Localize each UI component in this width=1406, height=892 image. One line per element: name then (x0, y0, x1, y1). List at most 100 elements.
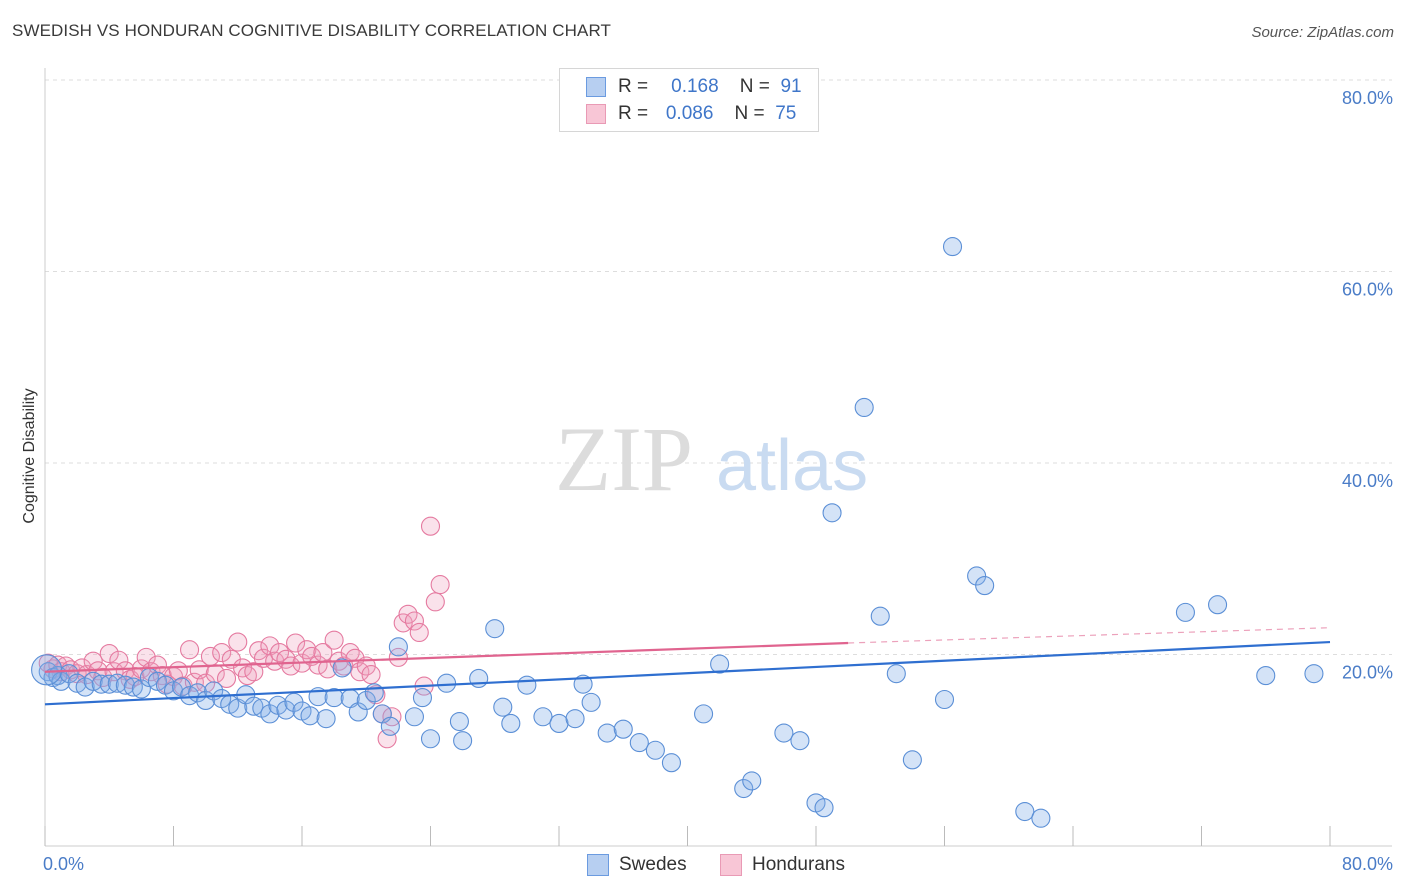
data-point-swedes (493, 697, 513, 717)
data-point-swedes (388, 637, 408, 657)
data-point-swedes (790, 731, 810, 751)
data-point-swedes (380, 716, 400, 736)
data-point-swedes (404, 707, 424, 727)
y-tick-label: 60.0% (1342, 280, 1393, 300)
data-point-swedes (565, 709, 585, 729)
data-point-hondurans (297, 640, 317, 660)
legend-n-label: N = (739, 76, 770, 97)
data-point-swedes (485, 619, 505, 639)
data-point-swedes (300, 706, 320, 726)
data-point-hondurans (409, 622, 429, 643)
legend-n-value: 75 (775, 103, 797, 124)
data-point-swedes (276, 700, 296, 720)
data-point-swedes (91, 674, 111, 694)
x-tick-label: 0.0% (43, 854, 84, 874)
data-point-swedes (1015, 801, 1035, 822)
legend-row-hondurans: R = 0.086 N = 75 (586, 101, 796, 127)
data-point-hondurans (212, 643, 232, 663)
watermark-zip: ZIP (555, 408, 693, 510)
bottom-legend-hondurans: Hondurans (720, 853, 845, 877)
data-point-hondurans (425, 592, 445, 612)
data-point-hondurans (136, 647, 156, 667)
source-label: Source: ZipAtlas.com (1251, 24, 1394, 41)
data-point-swedes (356, 690, 376, 711)
data-point-swedes (1031, 808, 1051, 828)
data-point-swedes (449, 711, 469, 732)
tick-labels: 20.0% 40.0% 60.0% 80.0% 0.0% 80.0% (43, 88, 1393, 874)
y-tick-label: 80.0% (1342, 88, 1393, 108)
legend-swatch-swedes (586, 77, 606, 97)
data-point-hondurans (308, 655, 328, 675)
chart-title: SWEDISH VS HONDURAN COGNITIVE DISABILITY… (12, 21, 611, 40)
data-point-swedes (629, 733, 649, 753)
trend-line-swedes (44, 640, 1331, 706)
data-point-swedes (710, 654, 730, 674)
data-point-hondurans (244, 662, 264, 682)
series-swedes-points (31, 237, 1324, 828)
data-point-hondurans (377, 729, 397, 749)
data-point-hondurans (318, 659, 338, 679)
watermark-atlas: atlas (716, 426, 868, 506)
data-point-hondurans (420, 516, 441, 536)
data-point-hondurans (196, 673, 216, 693)
data-point-hondurans (286, 633, 306, 653)
trend-lines (44, 627, 1331, 706)
legend-row-swedes: R = 0.168 N = 91 (586, 74, 802, 100)
data-point-swedes (661, 753, 681, 773)
bottom-legend-swatch-hondurans (720, 854, 742, 876)
data-point-swedes (814, 798, 834, 818)
data-point-swedes (975, 576, 995, 596)
data-point-swedes (1256, 666, 1276, 686)
data-point-swedes (123, 677, 143, 697)
data-point-swedes (694, 704, 714, 724)
data-point-swedes (31, 654, 63, 686)
grid-lines (45, 79, 1392, 655)
legend-n-label: N = (734, 103, 765, 124)
data-point-swedes (316, 709, 336, 729)
data-point-hondurans (260, 636, 280, 656)
legend-r-value: 0.086 (665, 103, 714, 124)
trend-line-hondurans (44, 641, 849, 673)
data-point-swedes (967, 566, 987, 586)
watermark: ZIP atlas (555, 408, 868, 510)
data-point-hondurans (361, 665, 381, 685)
data-point-hondurans (180, 640, 200, 660)
data-point-swedes (549, 713, 569, 733)
data-point-swedes (412, 688, 433, 708)
data-point-swedes (324, 688, 344, 708)
bottom-legend-label-swedes: Swedes (619, 854, 687, 875)
legend-r-value: 0.168 (671, 76, 719, 97)
data-point-swedes (1304, 664, 1324, 684)
trend-line-hondurans-extension (848, 627, 1331, 644)
data-point-swedes (581, 692, 601, 712)
data-point-hondurans (99, 643, 119, 664)
data-point-swedes (469, 668, 489, 688)
data-point-swedes (501, 713, 521, 733)
y-tick-label: 20.0% (1342, 663, 1393, 683)
data-point-swedes (332, 658, 352, 678)
data-point-swedes (742, 771, 762, 791)
data-point-swedes (613, 719, 633, 739)
data-point-swedes (420, 729, 441, 749)
data-point-hondurans (281, 656, 301, 676)
y-axis-label: Cognitive Disability (21, 388, 38, 523)
data-point-hondurans (72, 658, 92, 678)
data-point-swedes (822, 503, 842, 523)
data-point-swedes (934, 689, 955, 710)
data-point-hondurans (404, 611, 424, 631)
y-tick-label: 40.0% (1342, 471, 1393, 491)
legend-swatch-hondurans (586, 104, 606, 124)
data-point-hondurans (216, 668, 237, 688)
data-point-hondurans (228, 632, 248, 652)
data-point-swedes (854, 397, 874, 418)
data-point-swedes (1208, 595, 1228, 615)
bottom-legend-label-hondurans: Hondurans (752, 854, 845, 875)
data-point-swedes (1175, 602, 1195, 622)
data-point-swedes (115, 675, 135, 695)
data-point-swedes (517, 675, 537, 695)
data-point-swedes (107, 673, 127, 693)
data-point-swedes (573, 674, 593, 694)
bottom-legend-swedes: Swedes (587, 853, 687, 877)
data-point-swedes (533, 707, 553, 727)
